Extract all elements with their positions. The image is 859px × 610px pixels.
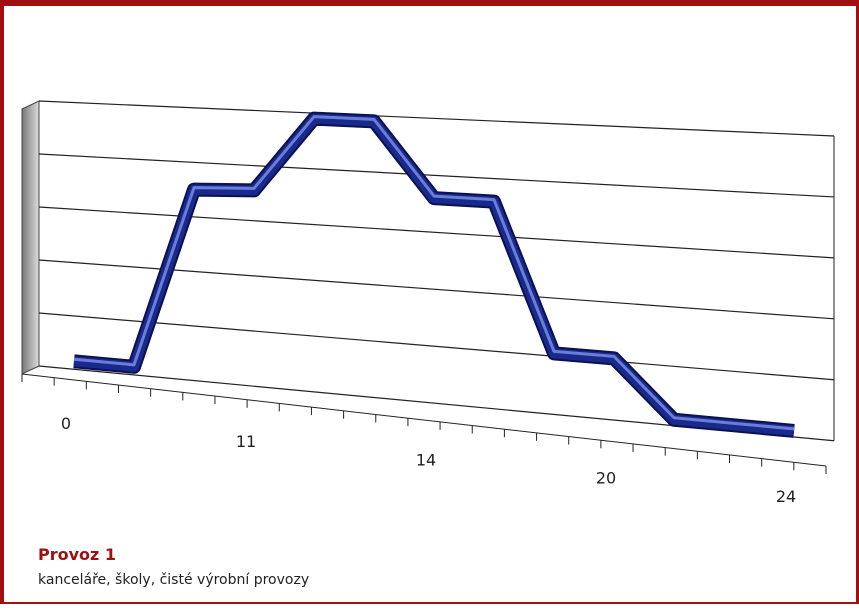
x-tick-label: 11 <box>236 432 256 451</box>
line-highlight <box>73 115 795 431</box>
line-series <box>73 113 795 436</box>
grid-line <box>38 206 835 259</box>
floor-edge <box>21 373 827 467</box>
x-tick-label: 20 <box>596 469 616 488</box>
caption-title: Provoz 1 <box>38 545 117 564</box>
grid-line <box>38 100 835 137</box>
grid-line <box>38 153 835 198</box>
x-tick-label: 0 <box>61 414 71 433</box>
chart: 0 11 14 20 24 <box>21 100 835 506</box>
side-wall <box>21 100 40 375</box>
caption-text: kanceláře, školy, čisté výrobní provozy <box>38 572 310 588</box>
x-tick-label: 24 <box>776 487 796 506</box>
grid-line <box>38 312 835 381</box>
line-shadow <box>73 111 795 438</box>
x-tick-label: 14 <box>416 450 436 469</box>
